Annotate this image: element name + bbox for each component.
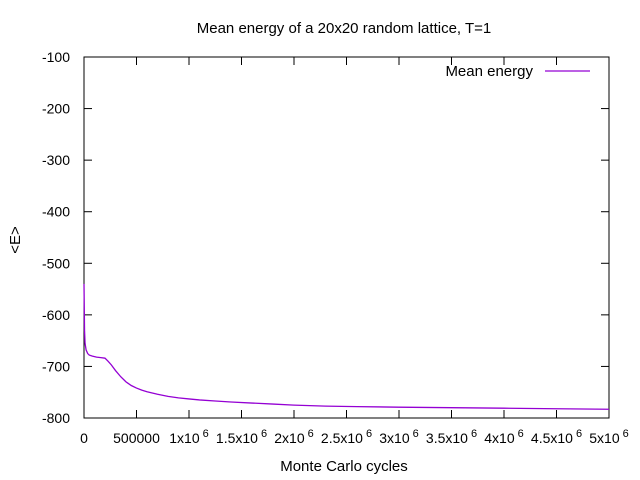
x-tick-exponent: 6 [413, 428, 419, 440]
x-tick-exponent: 6 [623, 428, 629, 440]
x-tick-base: 1x10 [169, 430, 200, 446]
series-line-mean-energy [83, 283, 610, 410]
x-tick-label: 3x10 6 [379, 428, 418, 446]
x-tick-label: 4x10 6 [484, 428, 523, 446]
x-tick-exponent: 6 [308, 428, 314, 440]
x-axis: 0 500000 1x10 6 1.5x10 6 2x10 6 2.5x10 6 3x10 6 3.5x… [80, 57, 629, 446]
chart-title: Mean energy of a 20x20 random lattice, T… [197, 20, 492, 37]
series-layer [83, 283, 610, 410]
x-tick-exponent: 6 [203, 428, 209, 440]
x-tick-base: 2.5x10 [321, 430, 363, 446]
x-tick-label: 2x10 6 [274, 428, 313, 446]
x-tick-base: 4.5x10 [531, 430, 573, 446]
x-tick-label: 2.5x10 6 [321, 428, 372, 446]
y-tick-label: -600 [42, 307, 70, 323]
x-tick-label: 5x10 6 [589, 428, 628, 446]
x-axis-label: Monte Carlo cycles [280, 458, 408, 475]
y-tick-label: -300 [42, 152, 70, 168]
x-tick-exponent: 6 [576, 428, 582, 440]
y-axis-label: <E> [7, 226, 24, 254]
x-tick-exponent: 6 [366, 428, 372, 440]
x-tick-base: 4x10 [484, 430, 515, 446]
x-tick-label: 500000 [113, 430, 160, 446]
y-axis: -100 -200 -300 -400 -500 -600 -700 -800 [42, 49, 609, 426]
x-tick-exponent: 6 [471, 428, 477, 440]
x-tick-exponent: 6 [518, 428, 524, 440]
x-tick-label: 1.5x10 6 [216, 428, 267, 446]
y-tick-label: -400 [42, 204, 70, 220]
x-tick-base: 5x10 [589, 430, 620, 446]
y-tick-label: -700 [42, 358, 70, 374]
x-tick-base: 3x10 [379, 430, 410, 446]
x-tick-base: 1.5x10 [216, 430, 258, 446]
y-tick-label: -200 [42, 101, 70, 117]
y-tick-label: -100 [42, 49, 70, 65]
x-tick-base: 500000 [113, 430, 160, 446]
legend-label: Mean energy [445, 63, 533, 80]
x-tick-label: 3.5x10 6 [426, 428, 477, 446]
x-tick-label: 1x10 6 [169, 428, 208, 446]
y-tick-label: -500 [42, 255, 70, 271]
legend: Mean energy [445, 63, 590, 80]
x-tick-base: 0 [80, 430, 88, 446]
x-tick-label: 4.5x10 6 [531, 428, 582, 446]
x-tick-base: 2x10 [274, 430, 305, 446]
x-tick-base: 3.5x10 [426, 430, 468, 446]
y-tick-label: -800 [42, 410, 70, 426]
x-tick-label: 0 [80, 430, 88, 446]
x-tick-exponent: 6 [261, 428, 267, 440]
plot-frame [83, 56, 610, 419]
